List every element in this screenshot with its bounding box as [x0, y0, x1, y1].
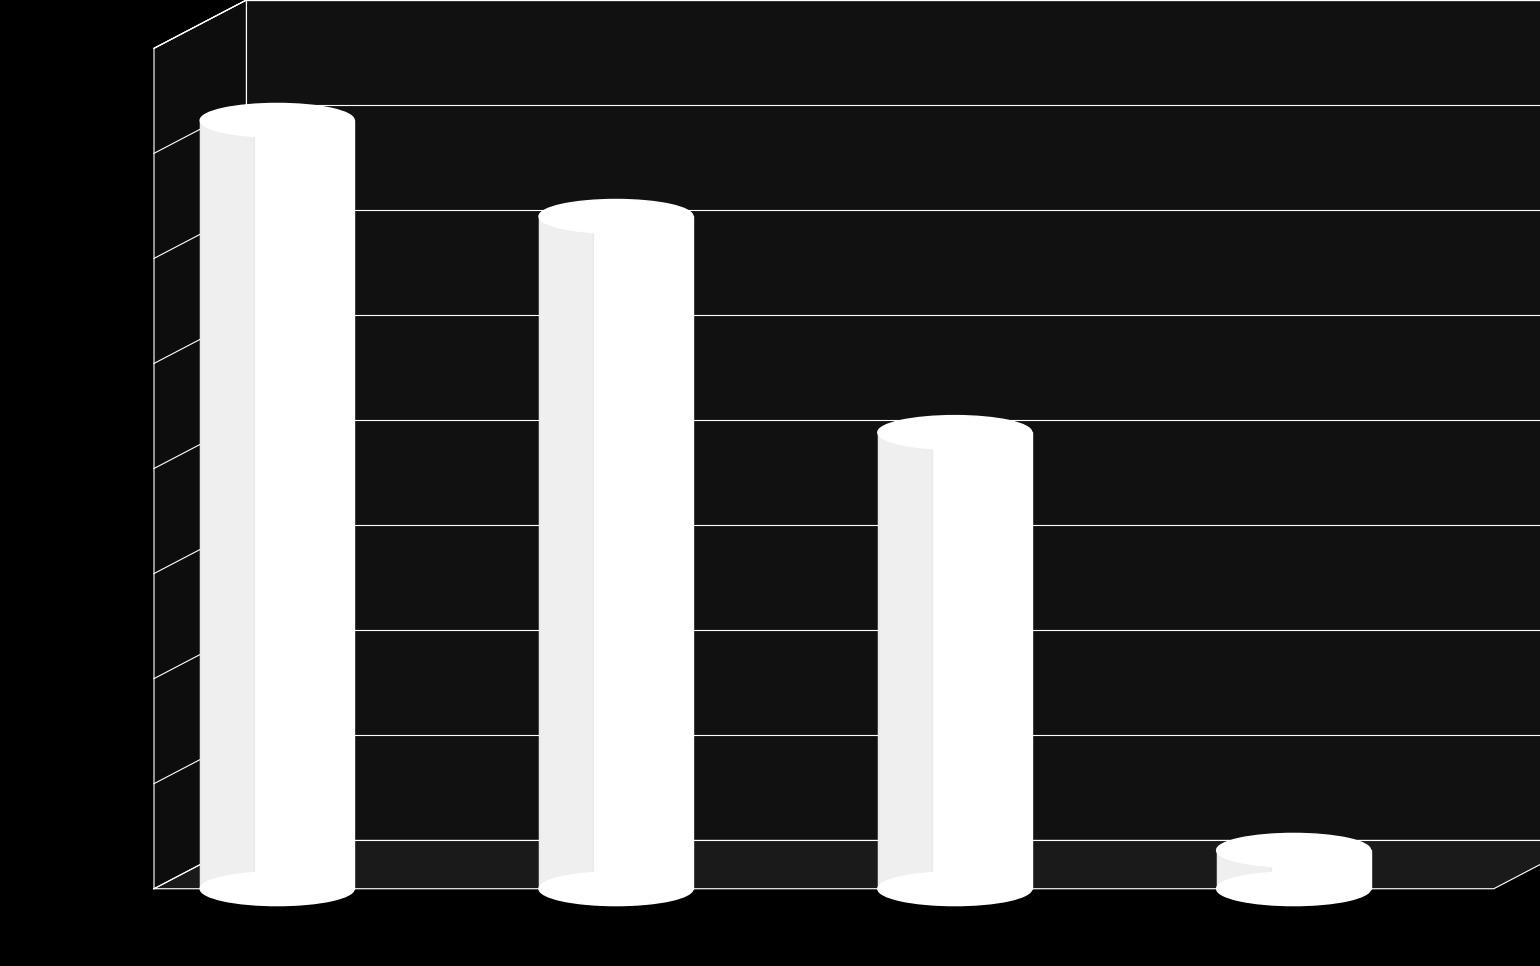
Polygon shape — [1217, 850, 1270, 889]
Polygon shape — [878, 433, 932, 889]
Ellipse shape — [1217, 834, 1371, 867]
Polygon shape — [1217, 850, 1371, 889]
Polygon shape — [878, 433, 1032, 889]
Polygon shape — [200, 121, 254, 889]
Ellipse shape — [200, 871, 354, 906]
Polygon shape — [154, 0, 246, 889]
Ellipse shape — [539, 871, 693, 906]
Polygon shape — [200, 121, 354, 889]
Ellipse shape — [200, 103, 354, 137]
Polygon shape — [154, 840, 1540, 889]
Ellipse shape — [878, 871, 1032, 906]
Polygon shape — [246, 0, 1540, 840]
Ellipse shape — [878, 415, 1032, 449]
Ellipse shape — [1217, 871, 1371, 906]
Polygon shape — [539, 216, 693, 889]
Ellipse shape — [539, 200, 693, 233]
Polygon shape — [539, 216, 593, 889]
